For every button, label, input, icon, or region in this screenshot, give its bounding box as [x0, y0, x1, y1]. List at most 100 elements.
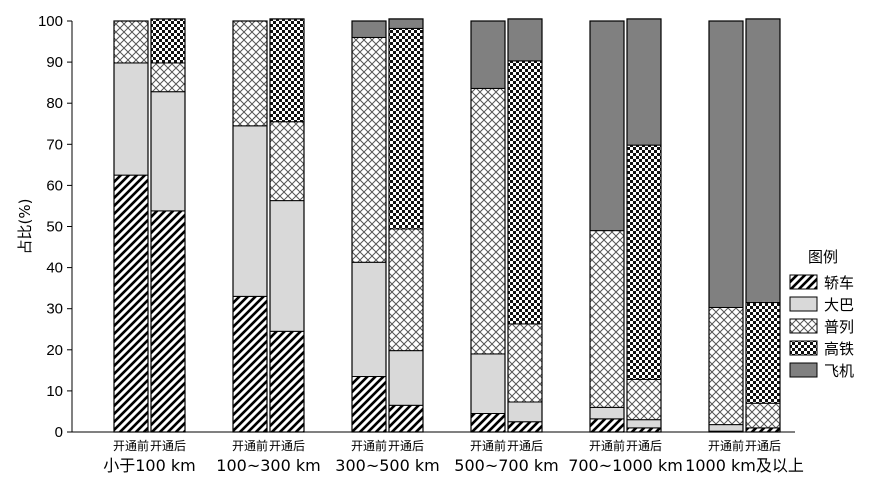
bar-segment: [351, 376, 387, 433]
bar-segment: [589, 406, 625, 420]
bar-segment: [507, 401, 543, 423]
bar-segment: [269, 330, 305, 433]
bar-segment: [589, 418, 625, 433]
bar-label: 开通后: [507, 439, 543, 453]
bar-segment: [470, 20, 506, 89]
bar-label: 开通后: [150, 439, 186, 453]
bar-segment: [470, 353, 506, 415]
bar-outline: [589, 20, 625, 433]
bar-outline: [470, 20, 506, 433]
axes: 0 10 20 30 40 50 60 70 80 90 100 占比(%): [16, 13, 795, 441]
bar-label: 开通后: [626, 439, 662, 453]
legend-label: 高铁: [824, 340, 854, 358]
bar-segment: [388, 404, 424, 433]
bar-segment: [232, 20, 268, 127]
y-tick-label: 40: [46, 260, 63, 277]
y-tick-label: 50: [46, 219, 63, 236]
y-tick-label: 0: [55, 424, 63, 441]
bar-segment: [388, 228, 424, 352]
bar-segment: [351, 36, 387, 263]
y-tick-label: 80: [46, 95, 63, 112]
legend-title: 图例: [808, 248, 838, 266]
bar-label: 开通后: [745, 439, 781, 453]
bar-label: 开通后: [388, 439, 424, 453]
bar-outline: [351, 20, 387, 433]
bar-segment: [626, 378, 662, 421]
bar-segment: [388, 350, 424, 406]
bar-outline: [113, 20, 149, 433]
bar-segment: [113, 174, 149, 433]
bar-segment: [708, 20, 744, 308]
y-tick-label: 20: [46, 342, 63, 359]
legend-label: 大巴: [824, 296, 854, 314]
bar-segment: [150, 18, 186, 64]
bar-segment: [626, 427, 662, 433]
bar-outline: [150, 18, 186, 433]
bar-segment: [113, 62, 149, 176]
legend-swatch: [789, 362, 818, 378]
bar-segment: [507, 421, 543, 433]
bar-segment: [507, 60, 543, 325]
bar-segment: [388, 27, 424, 230]
y-tick-label: 90: [46, 54, 63, 71]
bar-segment: [507, 18, 543, 62]
legend-swatch: [789, 340, 818, 356]
bar-outline: [708, 20, 744, 433]
bar-segment: [470, 87, 506, 355]
bar-outline: [232, 20, 268, 433]
legend-swatch: [789, 318, 818, 334]
group-label: 小于100 km: [103, 456, 195, 475]
y-tick-label: 100: [38, 13, 63, 30]
y-tick-label: 10: [46, 383, 63, 400]
bar-label: 开通前: [232, 438, 268, 453]
bar-segment: [745, 18, 781, 304]
y-axis-label: 占比(%): [16, 199, 34, 255]
bar-segment: [626, 18, 662, 146]
bar-segment: [150, 210, 186, 433]
bar-segment: [388, 18, 424, 29]
bar-segment: [351, 261, 387, 378]
bar-segment: [708, 424, 744, 432]
bar-segment: [232, 295, 268, 433]
bar-label: 开通前: [470, 438, 506, 453]
group-label: 500~700 km: [454, 456, 558, 475]
bar-outline: [388, 18, 424, 433]
bar-segment: [745, 302, 781, 404]
bar-segment: [589, 230, 625, 408]
bar-segment: [269, 121, 305, 202]
bar-segment: [708, 306, 744, 426]
bar-label: 开通后: [269, 439, 305, 453]
bar-label: 开通前: [351, 438, 387, 453]
bar-segment: [269, 18, 305, 123]
bars: [113, 18, 781, 433]
bar-segment: [626, 144, 662, 380]
bar-outline: [626, 18, 662, 433]
bar-segment: [589, 20, 625, 232]
y-tick-label: 60: [46, 177, 63, 194]
bar-segment: [150, 91, 186, 212]
legend-swatch: [789, 274, 818, 290]
y-tick-label: 30: [46, 301, 63, 318]
bar-segment: [113, 20, 149, 64]
group-label: 300~500 km: [335, 456, 439, 475]
bar-segment: [150, 62, 186, 93]
bar-segment: [351, 20, 387, 38]
bar-segment: [470, 413, 506, 433]
bar-segment: [232, 125, 268, 297]
group-label: 100~300 km: [216, 456, 320, 475]
bar-label: 开通前: [708, 438, 744, 453]
bar-label: 开通前: [589, 438, 625, 453]
bar-outline: [269, 18, 305, 433]
bar-segment: [507, 323, 543, 403]
bar-label: 开通前: [113, 438, 149, 453]
group-label: 700~1000 km: [568, 456, 683, 475]
group-label: 1000 km及以上: [685, 456, 804, 475]
bar-segment: [269, 200, 305, 332]
legend-label: 普列: [824, 318, 854, 336]
y-tick-label: 70: [46, 136, 63, 153]
bar-segment: [745, 427, 781, 433]
legend-swatch: [789, 296, 818, 312]
